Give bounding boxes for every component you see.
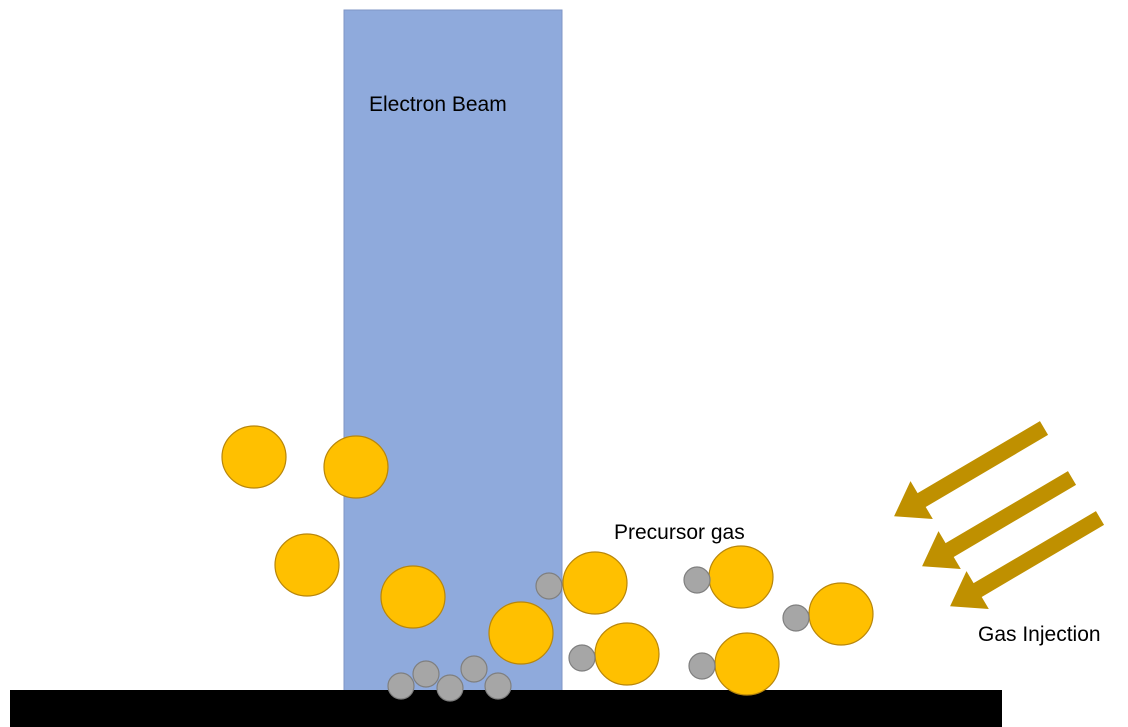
ligand-atom-icon <box>535 572 563 600</box>
gas-injection-label: Gas Injection <box>978 623 1101 646</box>
precursor-molecule-icon <box>380 565 446 629</box>
precursor-gas-label: Precursor gas <box>614 521 745 544</box>
precursor-molecule-icon <box>488 601 554 665</box>
precursor-molecule-icon <box>562 551 628 615</box>
electron-beam-column <box>343 9 563 706</box>
gas-injection-arrow-icon <box>910 459 1084 586</box>
precursor-molecule-icon <box>323 435 389 499</box>
ligand-atom-icon <box>412 660 440 688</box>
precursor-molecule-icon <box>808 582 874 646</box>
ligand-atom-icon <box>436 674 464 702</box>
ligand-atom-icon <box>460 655 488 683</box>
precursor-molecule-icon <box>274 533 340 597</box>
precursor-molecules <box>221 425 874 696</box>
precursor-molecule-icon <box>221 425 287 489</box>
ligand-atom-icon <box>484 672 512 700</box>
gas-injection-arrow-icon <box>938 499 1112 626</box>
precursor-molecule-icon <box>594 622 660 686</box>
ligand-atom-icon <box>782 604 810 632</box>
ligand-atom-icon <box>688 652 716 680</box>
precursor-molecule-icon <box>708 545 774 609</box>
gas-injection-arrows <box>882 409 1112 626</box>
ligand-atom-icon <box>387 672 415 700</box>
electron-beam-label: Electron Beam <box>369 93 507 116</box>
ligand-atom-icon <box>568 644 596 672</box>
ligand-atoms <box>387 566 810 702</box>
precursor-molecule-icon <box>714 632 780 696</box>
gas-injection-arrow-icon <box>882 409 1056 536</box>
ligand-atom-icon <box>683 566 711 594</box>
